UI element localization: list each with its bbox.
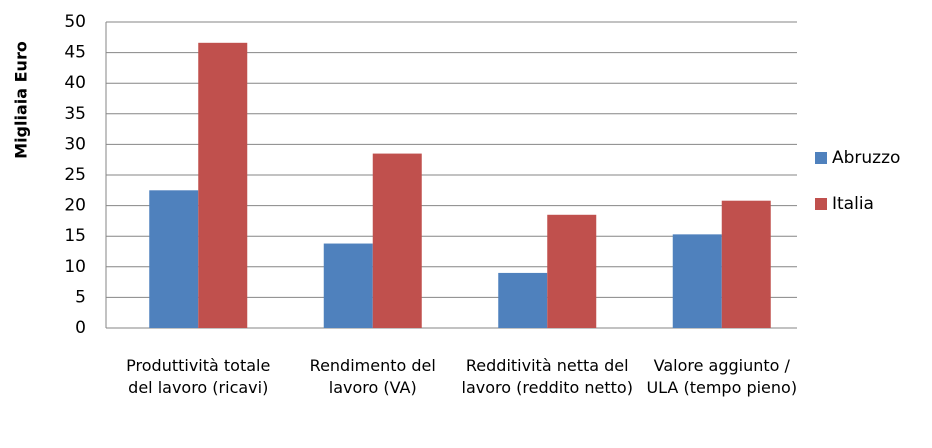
y-tick-label: 35	[64, 104, 86, 124]
x-tick-label: Produttività totale del lavoro (ricavi)	[126, 356, 271, 397]
y-tick-label: 50	[64, 12, 86, 32]
bar	[721, 200, 771, 328]
x-tick-label: Valore aggiunto / ULA (tempo pieno)	[646, 356, 798, 397]
y-tick-label: 45	[64, 43, 86, 63]
x-tick-label: Rendimento del lavoro (VA)	[309, 356, 436, 397]
y-tick-label: 25	[64, 165, 86, 185]
bar	[198, 42, 248, 329]
legend-swatch	[815, 152, 827, 164]
bar	[672, 234, 722, 328]
y-tick-label: 10	[64, 257, 86, 277]
bar	[498, 272, 548, 328]
y-tick-label: 20	[64, 196, 86, 216]
legend-label: Abruzzo	[832, 148, 900, 168]
bar	[323, 243, 373, 328]
bar	[372, 153, 422, 328]
y-axis-label: Migliaia Euro	[12, 41, 31, 159]
y-tick-label: 5	[75, 287, 86, 307]
y-tick-label: 40	[64, 73, 86, 93]
y-tick-label: 0	[75, 318, 86, 338]
legend-swatch	[815, 198, 827, 210]
y-tick-label: 30	[64, 134, 86, 154]
x-tick-label: Redditività netta del lavoro (reddito ne…	[461, 356, 633, 397]
legend-label: Italia	[832, 194, 874, 214]
bar	[547, 214, 597, 328]
y-tick-label: 15	[64, 226, 86, 246]
bar	[149, 190, 199, 328]
